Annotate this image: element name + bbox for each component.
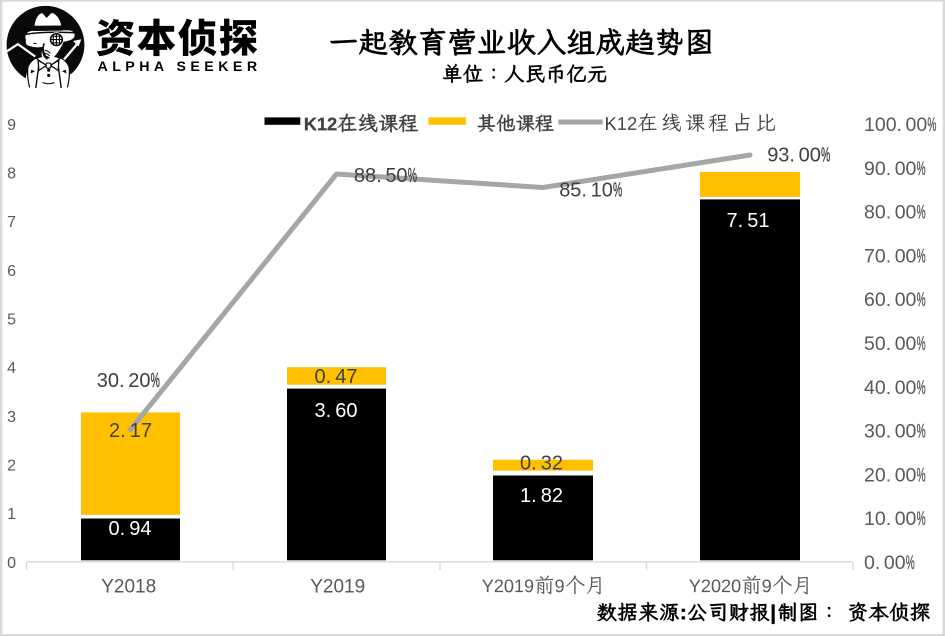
svg-text:88.50: 88. 50 xyxy=(354,165,408,187)
svg-text:85.10: 85. 10 xyxy=(559,180,613,202)
svg-text:8: 8 xyxy=(7,166,16,183)
svg-text:%: % xyxy=(613,180,622,201)
svg-text:0.32: 0. 32 xyxy=(520,453,563,475)
svg-text:Y2018: Y2018 xyxy=(101,577,156,598)
svg-text:7.51: 7. 51 xyxy=(727,210,770,232)
svg-text:%: % xyxy=(917,290,926,311)
svg-text:3: 3 xyxy=(7,409,16,426)
svg-text:0.94: 0. 94 xyxy=(109,518,152,540)
svg-text:%: % xyxy=(917,334,926,355)
svg-text:%: % xyxy=(927,115,936,136)
svg-text:2.17: 2. 17 xyxy=(109,420,152,442)
svg-text:90.00: 90. 00 xyxy=(864,158,917,180)
svg-text:3.60: 3. 60 xyxy=(315,400,358,422)
svg-text:%: % xyxy=(917,465,926,486)
svg-text:6: 6 xyxy=(7,263,16,280)
svg-text:0.00: 0. 00 xyxy=(864,552,906,574)
svg-text:1.82: 1. 82 xyxy=(520,485,563,507)
svg-text:1: 1 xyxy=(7,506,16,523)
svg-text:%: % xyxy=(917,202,926,223)
svg-text:4: 4 xyxy=(7,360,16,377)
svg-text:40.00: 40. 00 xyxy=(864,377,917,399)
svg-text:7: 7 xyxy=(7,214,16,231)
svg-text:%: % xyxy=(917,158,926,179)
svg-text:5: 5 xyxy=(7,312,16,329)
svg-text:20.00: 20. 00 xyxy=(864,464,917,486)
svg-text:70.00: 70. 00 xyxy=(864,245,917,267)
svg-text:2: 2 xyxy=(7,458,16,475)
svg-text:%: % xyxy=(408,166,417,187)
svg-text:0.47: 0. 47 xyxy=(315,366,358,388)
svg-text:30.00: 30. 00 xyxy=(864,421,917,443)
svg-text:%: % xyxy=(917,377,926,398)
svg-text:ALPHA SEEKER: ALPHA SEEKER xyxy=(98,59,262,75)
svg-text:80.00: 80. 00 xyxy=(864,202,917,224)
svg-text:%: % xyxy=(821,145,830,166)
svg-text:30.20: 30. 20 xyxy=(97,370,151,392)
svg-text:9: 9 xyxy=(7,117,16,134)
svg-text:50.00: 50. 00 xyxy=(864,333,917,355)
svg-text:%: % xyxy=(917,246,926,267)
svg-text:%: % xyxy=(917,421,926,442)
svg-text:0: 0 xyxy=(7,555,16,572)
svg-text:%: % xyxy=(917,509,926,530)
svg-text:100.00: 100. 00 xyxy=(864,114,927,136)
svg-text:%: % xyxy=(906,553,915,574)
svg-text:10.00: 10. 00 xyxy=(864,508,917,530)
svg-text:Y2019: Y2019 xyxy=(310,577,365,598)
svg-text:93.00: 93. 00 xyxy=(767,145,821,167)
svg-text:60.00: 60. 00 xyxy=(864,289,917,311)
svg-text:%: % xyxy=(151,371,160,392)
